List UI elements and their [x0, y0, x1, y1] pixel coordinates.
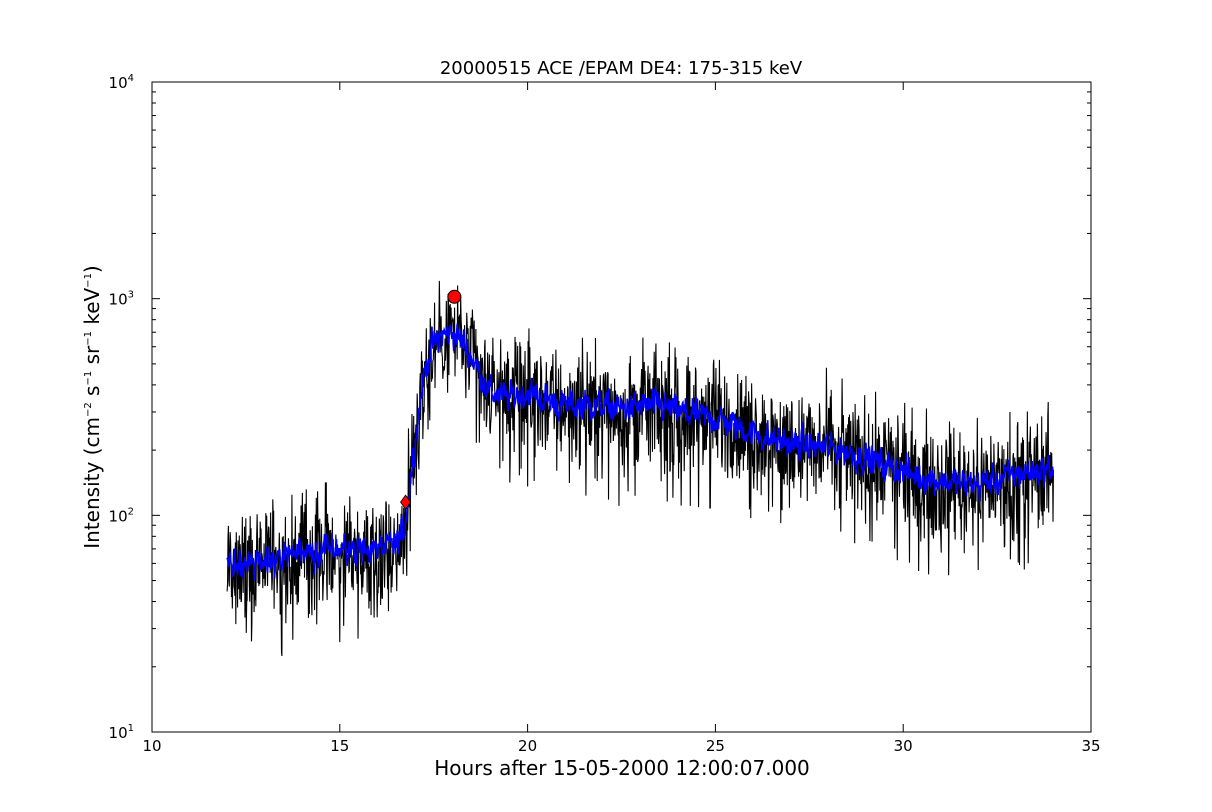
x-tick-label: 20 — [518, 737, 537, 755]
y-tick-label: 101 — [109, 723, 134, 742]
onset-marker — [400, 494, 412, 510]
peak-marker — [447, 289, 462, 304]
series-2-line — [226, 323, 1055, 581]
y-tick-label: 103 — [109, 290, 134, 309]
plot-frame — [151, 81, 1092, 733]
x-axis: 10 15 20 25 30 35 — [142, 82, 1101, 755]
series-layer — [226, 280, 1055, 657]
x-tick-label: 25 — [706, 737, 725, 755]
x-tick-label: 30 — [894, 737, 913, 755]
x-tick-label: 35 — [1081, 737, 1100, 755]
x-axis-label: Hours after 15-05-2000 12:00:07.000 — [434, 756, 810, 780]
y-tick-label: 104 — [109, 73, 134, 92]
y-axis-label: Intensity (cm−2 s−1 sr−1 keV−1) — [80, 265, 104, 549]
marker-layer — [400, 289, 462, 510]
series-1-line — [226, 280, 1054, 657]
x-tick-label: 15 — [330, 737, 349, 755]
x-tick-label: 10 — [142, 737, 161, 755]
y-tick-label: 102 — [109, 506, 134, 525]
chart-title: 20000515 ACE /EPAM DE4: 175-315 keV — [440, 58, 803, 79]
